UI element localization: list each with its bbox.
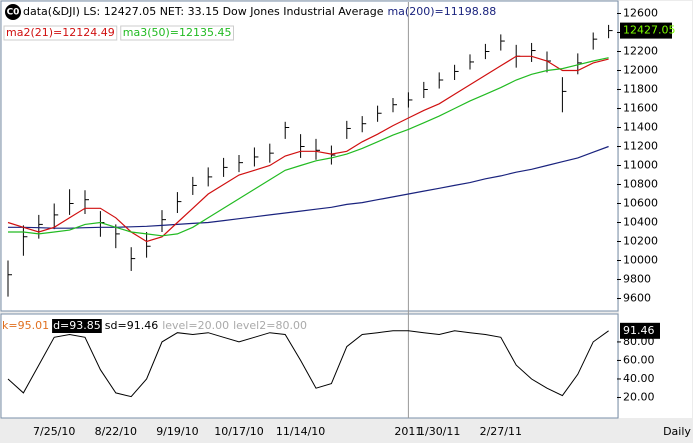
legend-entry: ma2(21)=12124.49 [6, 26, 115, 39]
legend-highlight [52, 319, 102, 333]
y-tick-label: 12200 [623, 45, 658, 58]
y-tick-label: 10400 [623, 216, 658, 229]
chart-title: data(&DJI) LS: 12427.05 NET: 33.15 Dow J… [23, 5, 384, 18]
x-tick-label: 8/22/10 [95, 425, 137, 438]
legend-entry: level=20.00 [162, 319, 229, 332]
y-tick-label: 40.00 [623, 372, 655, 385]
y-tick-label: 20.00 [623, 390, 655, 403]
axis-panel [619, 1, 692, 418]
y-tick-label: 11000 [623, 159, 658, 172]
period-label: Daily [663, 425, 691, 438]
legend-entry: ma(200)=11198.88 [387, 5, 496, 18]
last-value-box [620, 22, 672, 39]
legend-entry: level2=80.00 [233, 319, 307, 332]
x-tick-label: 2/27/11 [480, 425, 522, 438]
legend-entry: k=95.01 [2, 319, 49, 332]
y-tick-label: 12000 [623, 64, 658, 77]
x-tick-label: 1/30/11 [418, 425, 460, 438]
oscillator-panel [0, 313, 619, 419]
y-tick-label: 11800 [623, 83, 658, 96]
y-tick-label: 60.00 [623, 353, 655, 366]
moving-average [8, 145, 609, 229]
last-value-box [620, 322, 660, 339]
y-tick-label: 11600 [623, 102, 658, 115]
y-tick-label: 10800 [623, 178, 658, 191]
legend-box [3, 25, 118, 41]
icon-label: C0 [7, 8, 20, 18]
moving-average [8, 57, 609, 237]
icon [5, 4, 21, 20]
last-value: 12427.05 [623, 24, 676, 37]
y-tick-label: 10600 [623, 197, 658, 210]
legend-box [120, 25, 234, 41]
last-value: 91.46 [623, 324, 655, 337]
y-tick-label: 12600 [623, 7, 658, 20]
price-panel [0, 0, 619, 312]
y-tick-label: 10200 [623, 235, 658, 248]
x-tick-label: 2011 [394, 425, 422, 438]
legend-entry: d=93.85 [53, 319, 101, 332]
y-tick-label: 9800 [623, 273, 651, 286]
x-tick-label: 10/17/10 [214, 425, 263, 438]
x-tick-label: 9/19/10 [156, 425, 198, 438]
moving-average [7, 55, 609, 243]
legend-entry: ma3(50)=12135.45 [123, 26, 232, 39]
y-tick-label: 9600 [623, 292, 651, 305]
legend-entry: sd=91.46 [105, 319, 158, 332]
oscillator-line [7, 330, 609, 398]
y-tick-label: 10000 [623, 254, 658, 267]
x-tick-label: 11/14/10 [276, 425, 325, 438]
y-tick-label: 11200 [623, 140, 658, 153]
x-tick-label: 7/25/10 [33, 425, 75, 438]
y-tick-label: 11400 [623, 121, 658, 134]
